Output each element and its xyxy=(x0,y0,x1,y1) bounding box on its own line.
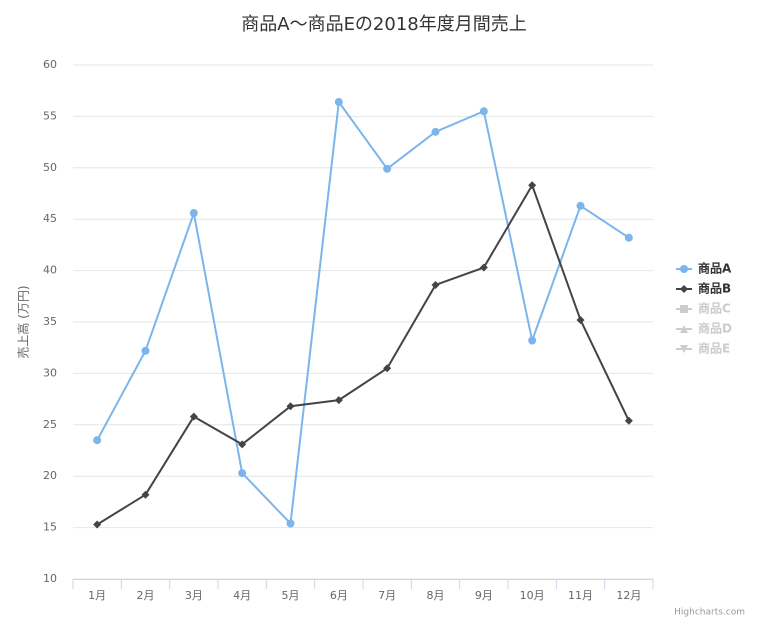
legend-marker xyxy=(680,345,688,353)
legend-label: 商品C xyxy=(698,301,731,316)
data-point xyxy=(479,263,488,272)
legend-label: 商品A xyxy=(698,261,732,276)
x-tick-label: 7月 xyxy=(378,589,396,602)
legend-marker xyxy=(680,305,688,313)
data-point xyxy=(528,181,537,190)
legend-label: 商品B xyxy=(698,281,731,296)
data-point xyxy=(93,520,102,529)
data-point xyxy=(286,402,295,411)
legend-label: 商品E xyxy=(698,341,730,356)
y-tick-label: 20 xyxy=(43,469,57,482)
data-point xyxy=(624,416,633,425)
data-point xyxy=(334,396,343,405)
data-point xyxy=(576,315,585,324)
x-tick-label: 5月 xyxy=(282,589,300,602)
data-point xyxy=(286,519,295,528)
x-tick-label: 6月 xyxy=(330,589,348,602)
data-point xyxy=(93,436,102,445)
data-point xyxy=(141,490,150,499)
data-point xyxy=(334,98,343,107)
data-point xyxy=(238,469,247,478)
y-tick-label: 15 xyxy=(43,521,57,534)
x-tick-label: 2月 xyxy=(137,589,155,602)
y-tick-label: 30 xyxy=(43,366,57,379)
x-tick-label: 12月 xyxy=(616,589,641,602)
legend-label: 商品D xyxy=(698,321,732,336)
data-point xyxy=(189,412,198,421)
data-point xyxy=(576,201,585,210)
data-point xyxy=(189,209,198,218)
data-point xyxy=(624,233,633,242)
y-tick-label: 50 xyxy=(43,161,57,174)
data-point xyxy=(528,336,537,345)
series-line xyxy=(96,184,630,526)
data-point xyxy=(141,346,150,355)
y-tick-label: 35 xyxy=(43,315,57,328)
y-tick-label: 40 xyxy=(43,264,57,277)
data-point xyxy=(238,440,247,449)
credits[interactable]: Highcharts.com xyxy=(674,608,745,618)
legend-marker xyxy=(680,265,688,273)
y-tick-label: 25 xyxy=(43,418,57,431)
legend-marker xyxy=(680,285,688,293)
chart-title: 商品A～商品Eの2018年度月間売上 xyxy=(241,14,527,35)
series-line xyxy=(96,101,630,525)
data-point xyxy=(479,107,488,116)
x-tick-label: 8月 xyxy=(427,589,445,602)
x-tick-label: 11月 xyxy=(568,589,593,602)
x-tick-label: 9月 xyxy=(475,589,493,602)
legend-item[interactable]: 商品E xyxy=(676,341,730,356)
data-point xyxy=(431,280,440,289)
legend-item[interactable]: 商品D xyxy=(676,321,732,336)
y-tick-label: 45 xyxy=(43,212,57,225)
y-tick-label: 10 xyxy=(43,572,57,585)
legend-item[interactable]: 商品A xyxy=(676,261,732,276)
y-tick-label: 60 xyxy=(43,58,57,71)
legend-item[interactable]: 商品C xyxy=(676,301,731,316)
legend-item[interactable]: 商品B xyxy=(676,281,731,296)
x-tick-label: 4月 xyxy=(233,589,251,602)
x-tick-label: 10月 xyxy=(520,589,545,602)
data-point xyxy=(431,127,440,136)
data-point xyxy=(383,364,392,373)
x-tick-label: 3月 xyxy=(185,589,203,602)
y-axis-label: 売上高 (万円) xyxy=(16,285,31,358)
legend-marker xyxy=(680,325,688,333)
y-tick-label: 55 xyxy=(43,109,57,122)
x-tick-label: 1月 xyxy=(88,589,106,602)
data-point xyxy=(383,164,392,173)
